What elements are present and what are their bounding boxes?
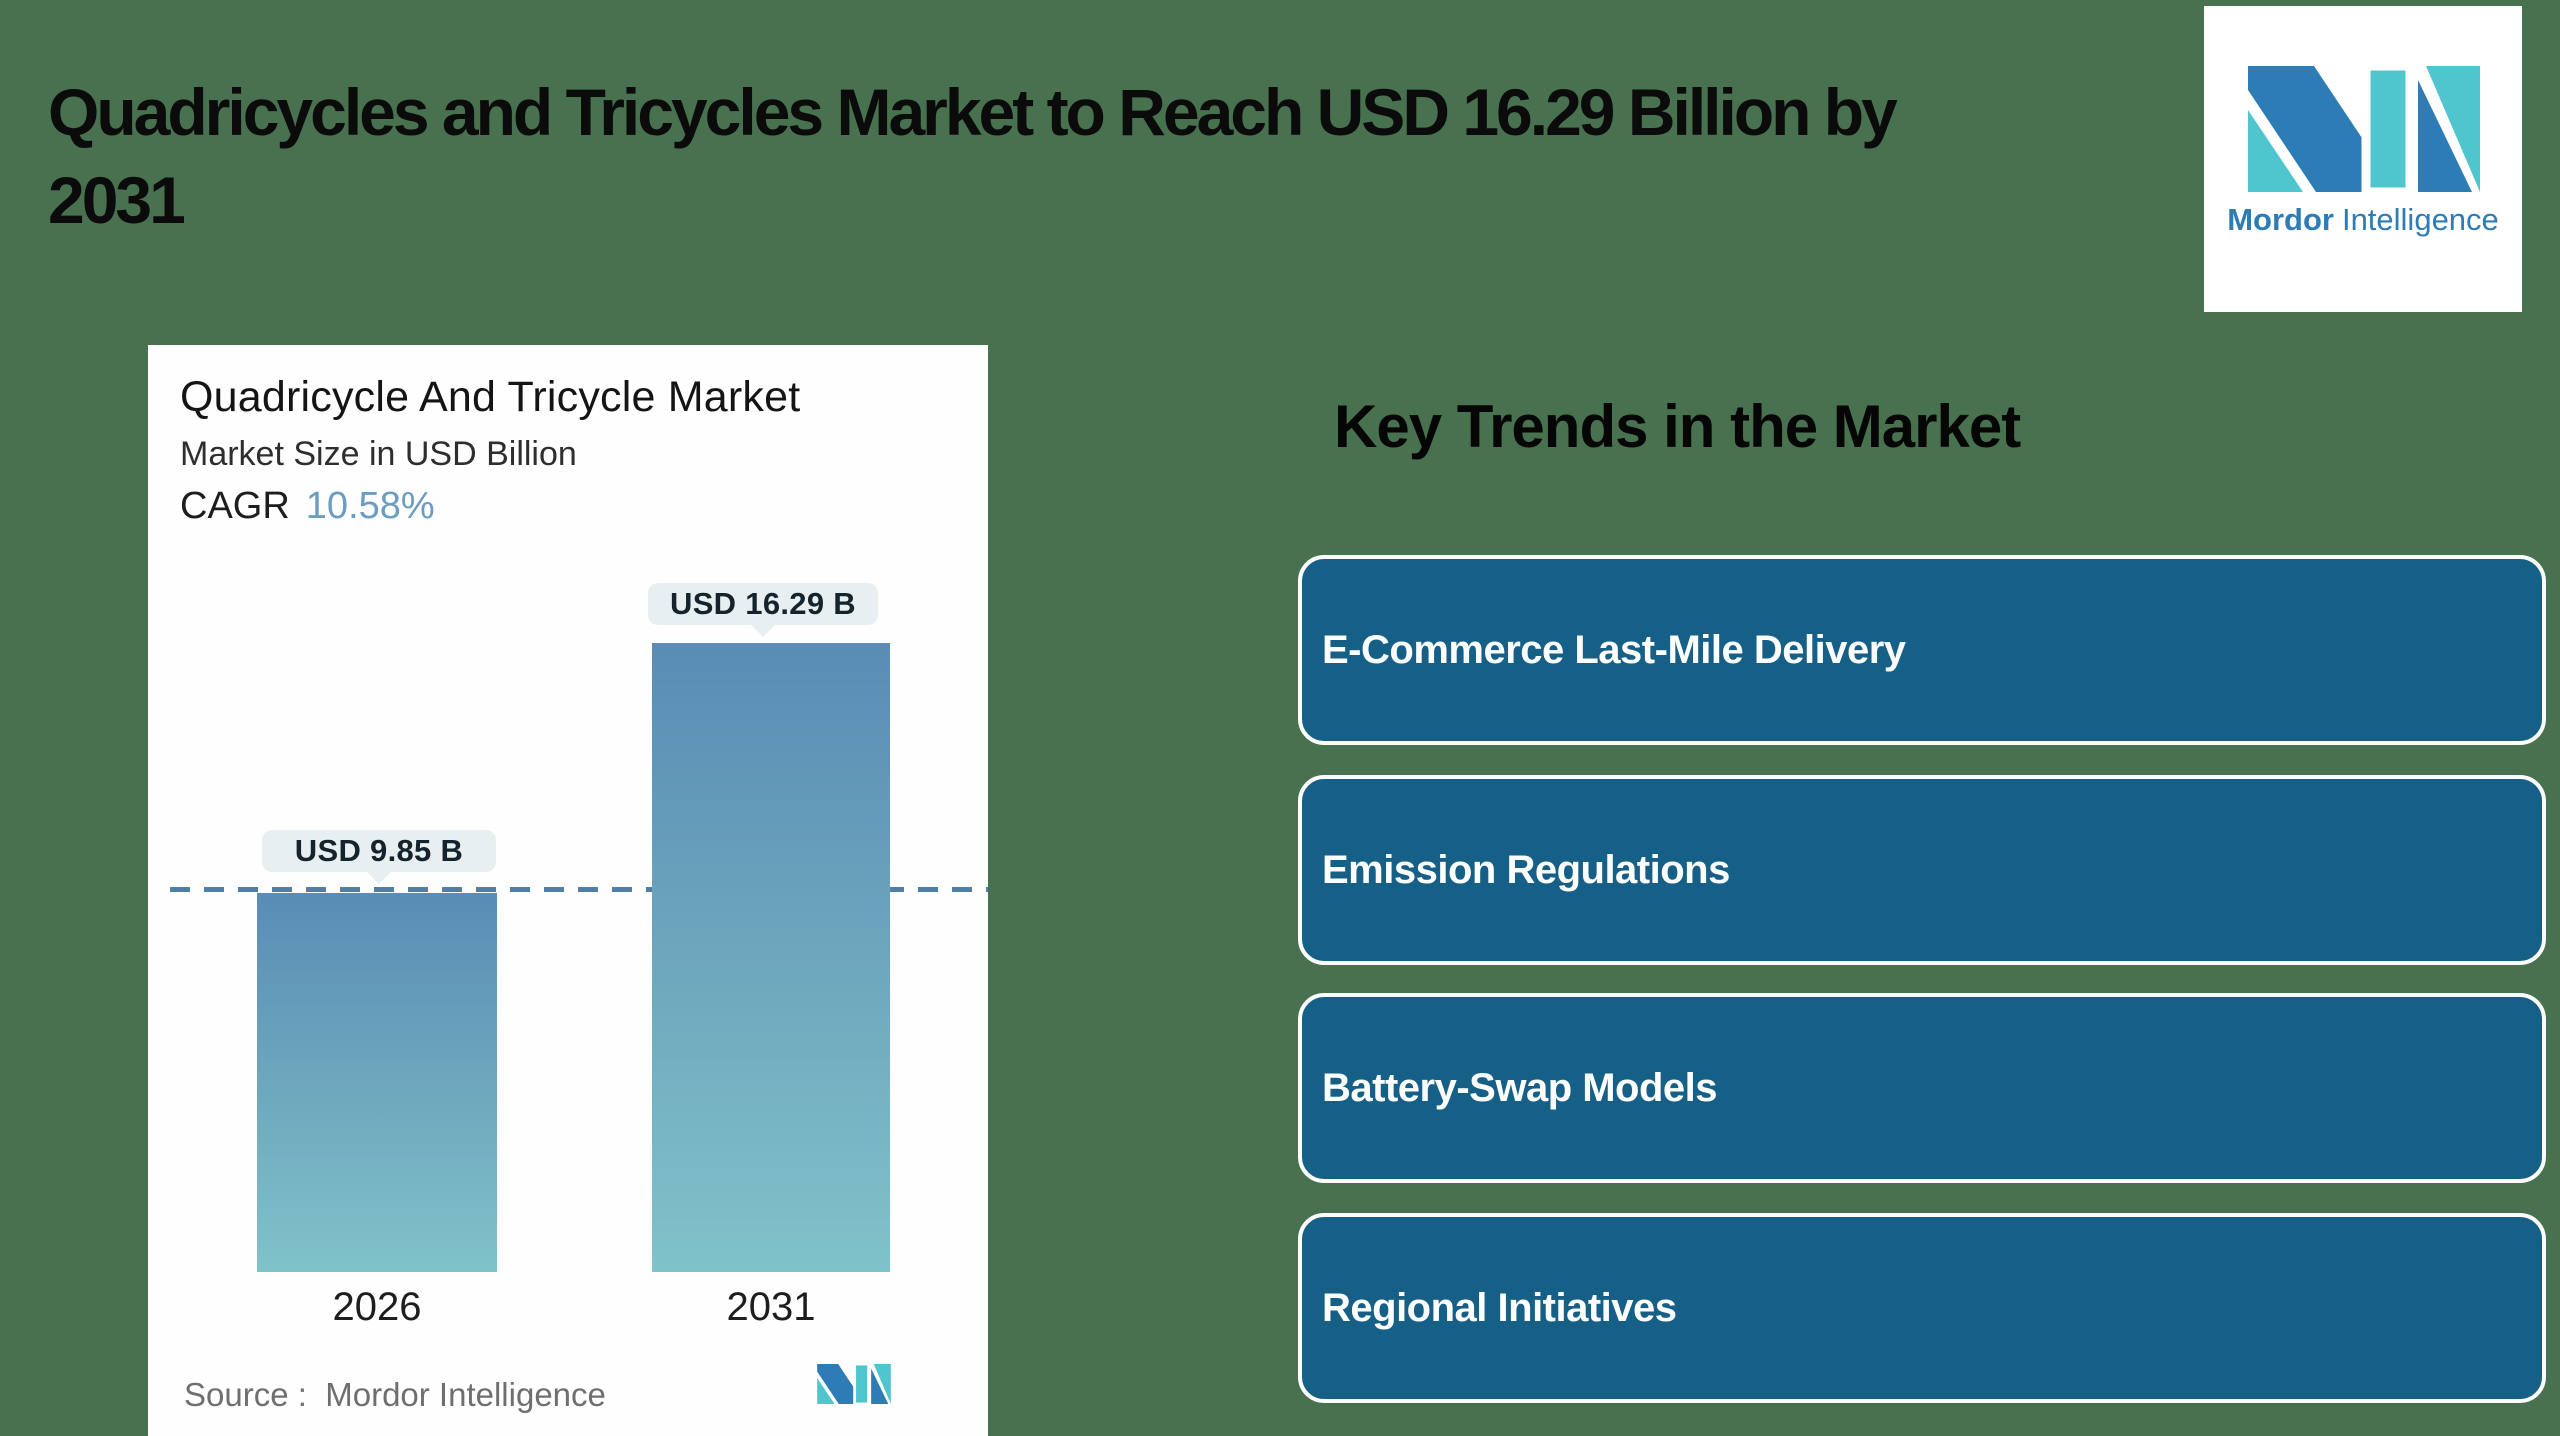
bar-2026 <box>257 893 497 1272</box>
cagr-label: CAGR <box>180 485 290 527</box>
mordor-intelligence-mini-logo-icon <box>817 1364 891 1404</box>
key-trends-heading: Key Trends in the Market <box>1334 393 2021 460</box>
trend-button-label: Regional Initiatives <box>1322 1285 1677 1330</box>
value-tooltip-2026: USD 9.85 B <box>262 830 496 884</box>
chart-title: Quadricycle And Tricycle Market <box>180 373 801 421</box>
trend-button-label: Emission Regulations <box>1322 847 1730 892</box>
cagr-row: CAGR 10.58% <box>180 485 435 528</box>
page-title-line1: Quadricycles and Tricycles Market to Rea… <box>48 75 1898 149</box>
bar-2031 <box>652 643 890 1272</box>
market-chart-card: Quadricycle And Tricycle Market Market S… <box>148 345 988 1436</box>
tooltip-pointer-icon <box>366 871 392 884</box>
value-label-2026: USD 9.85 B <box>294 833 464 868</box>
x-axis-label-2026: 2026 <box>332 1285 422 1329</box>
trend-button-emission[interactable]: Emission Regulations <box>1298 775 2546 965</box>
trend-button-battery-swap[interactable]: Battery-Swap Models <box>1298 993 2546 1183</box>
page-title: Quadricycles and Tricycles Market to Rea… <box>48 68 1898 244</box>
mordor-intelligence-logo-icon <box>2248 66 2480 192</box>
tooltip-pointer-icon <box>750 624 776 637</box>
trend-button-label: Battery-Swap Models <box>1322 1065 1718 1110</box>
page-title-line2: 2031 <box>48 163 186 237</box>
brand-name-light: Intelligence <box>2341 202 2499 237</box>
value-tooltip-2031: USD 16.29 B <box>648 583 878 637</box>
x-axis-label-2031: 2031 <box>726 1285 816 1329</box>
brand-name-bold: Mordor <box>2227 202 2334 237</box>
brand-name: Mordor Intelligence <box>2204 202 2522 238</box>
source-attribution: Source : Mordor Intelligence <box>184 1376 606 1413</box>
brand-logo-card: Mordor Intelligence <box>2204 6 2522 312</box>
trend-button-label: E-Commerce Last-Mile Delivery <box>1322 627 1906 672</box>
trend-button-ecommerce[interactable]: E-Commerce Last-Mile Delivery <box>1298 555 2546 745</box>
trend-button-regional[interactable]: Regional Initiatives <box>1298 1213 2546 1403</box>
chart-subtitle: Market Size in USD Billion <box>180 435 577 473</box>
value-label-2031: USD 16.29 B <box>670 586 856 621</box>
cagr-value: 10.58% <box>305 485 435 527</box>
reference-dashed-line <box>170 887 988 892</box>
